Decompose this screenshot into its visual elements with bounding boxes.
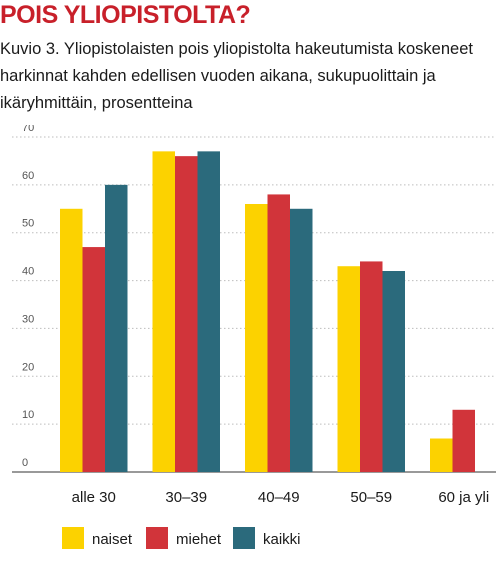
bar xyxy=(60,208,83,472)
bar xyxy=(452,409,475,472)
legend-label: kaikki xyxy=(263,531,301,548)
y-tick-label: 20 xyxy=(22,361,34,373)
y-tick-label: 70 xyxy=(22,125,34,134)
bar xyxy=(267,194,290,472)
legend-swatch xyxy=(146,527,168,549)
bar xyxy=(175,156,198,472)
x-tick-label: 60 ja yli xyxy=(438,489,489,506)
x-tick-label: 50–59 xyxy=(350,489,392,506)
legend-label: miehet xyxy=(176,531,222,548)
y-tick-label: 30 xyxy=(22,313,34,325)
bar xyxy=(105,184,128,472)
legend-swatch xyxy=(62,527,84,549)
bar xyxy=(337,266,360,472)
x-tick-label: 40–49 xyxy=(258,489,300,506)
x-tick-label: alle 30 xyxy=(72,489,116,506)
bar xyxy=(430,438,453,472)
bar xyxy=(197,151,220,472)
chart-title: POIS YLIOPISTOLTA? xyxy=(0,1,251,29)
bar xyxy=(82,247,105,472)
bar xyxy=(290,208,313,472)
bar xyxy=(245,204,268,472)
x-tick-label: 30–39 xyxy=(165,489,207,506)
bar xyxy=(360,261,383,472)
y-tick-label: 10 xyxy=(22,409,34,421)
bar-chart: 0 10 20 30 40 50 60 70 alle 30 30–39 40–49 50–59 60 … xyxy=(12,125,496,549)
y-tick-label: 50 xyxy=(22,218,34,230)
bar xyxy=(152,151,175,472)
legend-label: naiset xyxy=(92,531,133,548)
y-tick-label: 60 xyxy=(22,170,34,182)
y-tick-label: 0 xyxy=(22,457,28,469)
legend-swatch xyxy=(233,527,255,549)
y-tick-label: 40 xyxy=(22,266,34,278)
chart-subtitle: Kuvio 3. Yliopistolaisten pois yliopisto… xyxy=(0,40,473,112)
bar xyxy=(382,271,405,472)
